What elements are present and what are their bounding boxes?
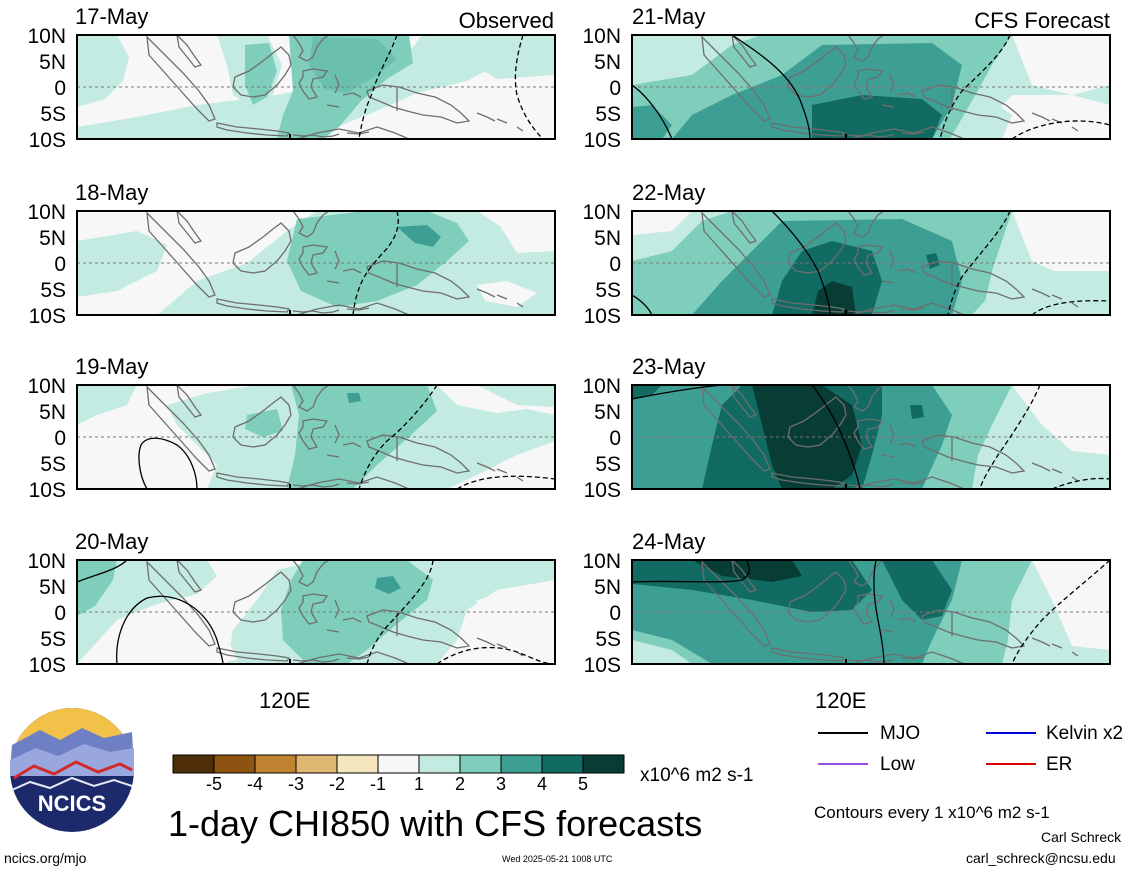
panel-date: 21-May [632, 4, 706, 29]
colorbar-tick-label: -4 [246, 774, 263, 794]
panel-date: 24-May [632, 529, 706, 554]
legend-mjo-label: MJO [880, 723, 921, 744]
colorbar [172, 754, 625, 774]
panel-18-may [76, 210, 556, 316]
lat-label: 5N [594, 401, 621, 424]
timestamp: Wed 2025-05-21 1008 UTC [502, 854, 613, 864]
author: Carl Schreck [1041, 829, 1122, 845]
lat-label: 0 [609, 253, 621, 276]
lon-label: 120E [259, 688, 311, 713]
lat-label: 5S [40, 628, 66, 651]
legend-er-label: ER [1046, 754, 1073, 775]
colorbar-swatch [418, 754, 461, 774]
lat-label: 10S [583, 654, 621, 677]
lat-label: 5N [39, 576, 66, 599]
line-legend [818, 732, 1036, 765]
lat-label: 5S [595, 103, 621, 126]
colorbar-swatch [254, 754, 297, 774]
lat-label: 10S [583, 129, 621, 152]
website: ncics.org/mjo [4, 850, 87, 866]
forecast-header: CFS Forecast [974, 8, 1110, 33]
colorbar-swatch [336, 754, 379, 774]
lat-label: 10S [28, 305, 66, 328]
colorbar-units: x10^6 m2 s-1 [640, 765, 754, 786]
lat-label: 0 [54, 427, 66, 450]
colorbar-swatch [582, 754, 625, 774]
lat-label: 10N [27, 550, 66, 573]
colorbar-swatch [172, 754, 215, 774]
lat-label: 10N [27, 375, 66, 398]
panel-20-may [76, 559, 556, 665]
lat-label: 10N [27, 201, 66, 224]
panel-24-may [631, 559, 1111, 665]
panel-22-may [631, 210, 1111, 316]
panel-21-may [631, 34, 1111, 140]
lat-label: 10N [582, 550, 621, 573]
panel-date: 20-May [75, 529, 149, 554]
panel-23-may [631, 384, 1111, 490]
panel-date: 23-May [632, 354, 706, 379]
lat-label: 0 [54, 253, 66, 276]
lat-label: 10S [583, 305, 621, 328]
colorbar-tick-label: -1 [369, 774, 386, 794]
lat-label: 10S [28, 479, 66, 502]
lat-label: 5N [39, 51, 66, 74]
colorbar-tick-label: 2 [454, 774, 465, 794]
lat-label: 5N [594, 576, 621, 599]
legend-kelvin-label: Kelvin x2 [1046, 723, 1124, 744]
lat-label: 5N [594, 51, 621, 74]
lat-label: 5N [39, 227, 66, 250]
lat-label: 0 [609, 77, 621, 100]
lat-label: 5N [39, 401, 66, 424]
lat-label: 5N [594, 227, 621, 250]
lon-label: 120E [815, 688, 867, 713]
email: carl_schreck@ncsu.edu [966, 850, 1116, 866]
lat-label: 0 [54, 602, 66, 625]
colorbar-tick-label: 1 [413, 774, 424, 794]
main-title: 1-day CHI850 with CFS forecasts [168, 803, 703, 844]
panel-date: 18-May [75, 180, 149, 205]
observed-header: Observed [458, 8, 554, 33]
colorbar-swatch [295, 754, 338, 774]
panel-date: 22-May [632, 180, 706, 205]
lat-label: 0 [54, 77, 66, 100]
colorbar-tick-label: -5 [205, 774, 222, 794]
colorbar-swatch [377, 754, 420, 774]
colorbar-swatch [500, 754, 543, 774]
lat-label: 10S [28, 129, 66, 152]
lat-label: 10S [28, 654, 66, 677]
ncics-logo: NCICS [10, 708, 134, 832]
colorbar-tick-label: -3 [287, 774, 304, 794]
lat-label: 0 [609, 602, 621, 625]
lon-ticks [289, 134, 847, 664]
panel-19-may [76, 384, 556, 490]
colorbar-swatch [213, 754, 256, 774]
colorbar-tick-label: 5 [577, 774, 588, 794]
lat-label: 5S [40, 453, 66, 476]
colorbar-swatch [541, 754, 584, 774]
panel-date: 17-May [75, 4, 149, 29]
contour-note: Contours every 1 x10^6 m2 s-1 [814, 803, 1050, 822]
lat-label: 5S [40, 279, 66, 302]
colorbar-tick-label: 3 [495, 774, 506, 794]
lat-label: 10S [583, 479, 621, 502]
lat-label: 0 [609, 427, 621, 450]
colorbar-tick-label: 4 [536, 774, 547, 794]
legend-low-label: Low [880, 754, 915, 775]
lat-label: 5S [40, 103, 66, 126]
colorbar-tick-label: -2 [328, 774, 345, 794]
lat-label: 5S [595, 279, 621, 302]
panel-17-may [76, 34, 556, 140]
lat-label: 10N [27, 25, 66, 48]
logo-text: NCICS [38, 791, 106, 816]
panel-date: 19-May [75, 354, 149, 379]
lat-label: 5S [595, 453, 621, 476]
lat-label: 10N [582, 201, 621, 224]
lat-label: 10N [582, 25, 621, 48]
colorbar-swatch [459, 754, 502, 774]
lat-label: 10N [582, 375, 621, 398]
lat-label: 5S [595, 628, 621, 651]
